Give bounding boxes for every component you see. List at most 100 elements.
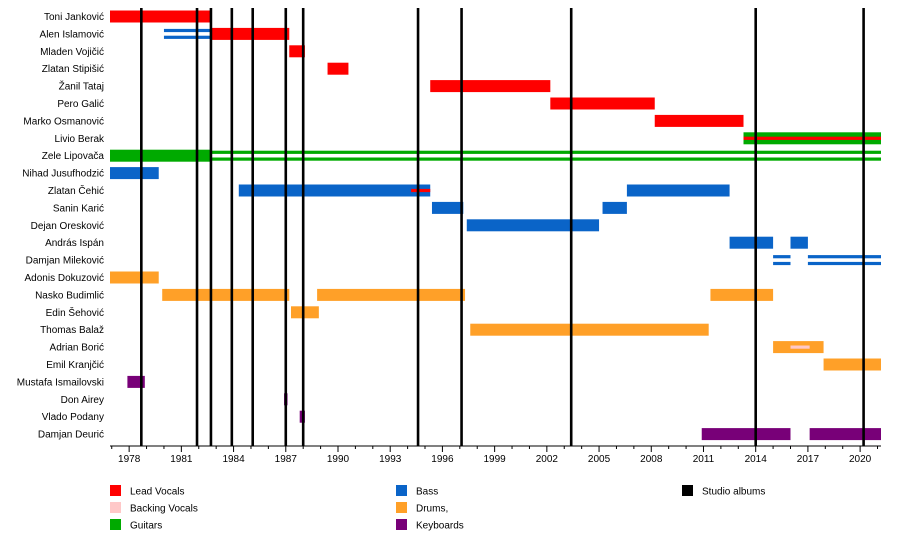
bar-adrian-boric-backing_vocals-30 — [790, 345, 810, 349]
member-label-damjan-deuric: Damjan Deurić — [38, 430, 104, 441]
member-label-marko-osmanovic: Marko Osmanović — [23, 116, 104, 127]
bar-alen-islamovic-lead_vocals-2 — [210, 27, 290, 40]
x-tick-label-2011: 2011 — [693, 454, 715, 465]
member-bars — [110, 10, 881, 441]
legend-item-bass: Bass — [396, 485, 438, 498]
x-tick-label-2014: 2014 — [745, 454, 768, 465]
member-label-andras-ispan: András Ispán — [45, 238, 104, 249]
legend-label-bass: Bass — [416, 487, 438, 498]
x-tick-label-1990: 1990 — [327, 454, 350, 465]
x-tick-label-2008: 2008 — [640, 454, 663, 465]
bar-nasko-budimlic-drums-25 — [317, 288, 466, 301]
bar-zele-lipovaca-guitars-10 — [110, 149, 211, 162]
bar-alen-islamovic-bass-1-upper — [163, 28, 239, 33]
bar-zlatan-cehic-bass-15 — [626, 184, 730, 197]
member-label-dejan-oreskovic: Dejan Oresković — [31, 221, 104, 232]
x-tick-label-2005: 2005 — [588, 454, 611, 465]
legend: Lead Vocals Backing Vocals Guitars Bass Drum… — [110, 485, 765, 532]
bar-marko-osmanovic-lead_vocals-7 — [654, 114, 744, 127]
member-label-toni-jankovic: Toni Janković — [44, 12, 104, 23]
legend-item-drums: Drums, — [396, 502, 448, 515]
bar-sanin-karic-bass-16 — [431, 201, 464, 214]
x-tick-label-1996: 1996 — [431, 454, 454, 465]
member-label-damjan-milekovic: Damjan Mileković — [26, 256, 104, 267]
bar-livio-berak-lead_vocals-9 — [743, 136, 881, 140]
legend-label-keyboards: Keyboards — [416, 521, 464, 532]
member-label-nasko-budimlic: Nasko Budimlić — [35, 290, 104, 301]
x-tick-label-2020: 2020 — [849, 454, 872, 465]
bar-zele-lipovaca-guitars-11 — [210, 150, 881, 161]
bar-mladen-vojicic-lead_vocals-3 — [289, 45, 305, 58]
x-tick-label-1984: 1984 — [222, 454, 245, 465]
x-tick-label-2017: 2017 — [797, 454, 820, 465]
member-label-livio-berak: Livio Berak — [55, 134, 105, 145]
member-label-emil-kranjcic: Emil Kranjčić — [46, 360, 104, 371]
bar-toni-jankovic-lead_vocals-0 — [110, 10, 211, 23]
x-tick-label-1987: 1987 — [275, 454, 298, 465]
bar-zele-lipovaca-guitars-11-lower — [210, 157, 881, 161]
x-tick-label-1993: 1993 — [379, 454, 402, 465]
legend-label-backing-vocals: Backing Vocals — [130, 504, 198, 515]
bar-nasko-budimlic-drums-24 — [162, 288, 290, 301]
bar-alen-islamovic-bass-1-lower — [163, 35, 239, 39]
x-tick-label-1999: 1999 — [484, 454, 507, 465]
legend-swatch-backing-vocals — [110, 502, 121, 513]
x-tick-label-1978: 1978 — [118, 454, 141, 465]
legend-swatch-lead-vocals — [110, 485, 121, 496]
bar-emil-kranjcic-drums-31 — [823, 358, 881, 371]
bar-adonis-dokuzovic-drums-23 — [110, 271, 159, 284]
bar-damjan-milekovic-bass-22 — [807, 255, 881, 266]
member-label-vlado-podany: Vlado Podany — [42, 412, 104, 423]
legend-swatch-drums — [396, 502, 407, 513]
bar-damjan-milekovic-bass-21 — [773, 255, 791, 266]
legend-label-drums: Drums, — [416, 504, 448, 515]
legend-swatch-guitars — [110, 519, 121, 530]
member-label-zele-lipovaca: Zele Lipovača — [42, 151, 105, 162]
studio-album-lines — [140, 8, 865, 446]
legend-item-lead-vocals: Lead Vocals — [110, 485, 185, 498]
member-label-edin-sehovic: Edin Šehović — [46, 306, 104, 319]
legend-label-lead-vocals: Lead Vocals — [130, 487, 185, 498]
bar-zlatan-cehic-lead_vocals-14 — [411, 188, 431, 193]
member-label-nihad-jusufhodzic: Nihad Jusufhodzić — [22, 169, 104, 180]
bar-pero-galic-lead_vocals-6 — [550, 97, 655, 110]
member-label-don-airey: Don Airey — [61, 395, 104, 406]
bar-zlatan-cehic-bass-13 — [238, 184, 431, 197]
member-label-zanil-tataj: Žanil Tataj — [59, 80, 104, 93]
bar-nihad-jusufhodzic-bass-12 — [110, 167, 159, 180]
member-label-adonis-dokuzovic: Adonis Dokuzović — [25, 273, 104, 284]
member-label-alen-islamovic: Alen Islamović — [40, 29, 104, 40]
bar-damjan-deuric-keyboards-36 — [809, 428, 881, 441]
bar-dejan-oreskovic-bass-18 — [466, 219, 600, 232]
bar-damjan-milekovic-bass-22-lower — [807, 261, 881, 266]
bar-damjan-milekovic-bass-22-upper — [807, 255, 881, 259]
bar-nasko-budimlic-drums-26 — [710, 288, 774, 301]
bar-edin-sehovic-drums-27 — [291, 306, 319, 319]
member-label-thomas-balaz: Thomas Balaž — [40, 325, 104, 336]
bar-sanin-karic-bass-17 — [602, 201, 627, 214]
bar-damjan-milekovic-bass-21-lower — [773, 261, 791, 266]
legend-label-studio-albums: Studio albums — [702, 487, 765, 498]
legend-label-guitars: Guitars — [130, 521, 162, 532]
member-label-sanin-karic: Sanin Karić — [53, 203, 104, 214]
member-labels: Toni Janković Alen Islamović Mladen Vojiči… — [17, 12, 105, 441]
member-label-pero-galic: Pero Galić — [57, 99, 104, 110]
legend-item-keyboards: Keyboards — [396, 519, 464, 532]
x-axis: 1978 1981 1984 1987 1990 1993 1996 1999 2002 2005… — [110, 445, 881, 465]
member-label-mustafa-ismailovski: Mustafa Ismailovski — [17, 377, 104, 388]
member-label-adrian-boric: Adrian Borić — [50, 343, 104, 354]
bar-zanil-tataj-lead_vocals-5 — [430, 80, 551, 93]
member-label-zlatan-stipisic: Zlatan Stipišić — [42, 64, 104, 75]
legend-item-guitars: Guitars — [110, 519, 162, 532]
bar-andras-ispan-bass-19 — [729, 236, 774, 249]
bar-thomas-balaz-drums-28 — [470, 323, 709, 336]
bar-zele-lipovaca-guitars-11-upper — [210, 150, 881, 154]
bar-zlatan-stipisic-lead_vocals-4 — [327, 62, 349, 75]
x-tick-label-1981: 1981 — [170, 454, 193, 465]
bar-damjan-deuric-keyboards-35 — [701, 428, 791, 441]
legend-item-studio-albums: Studio albums — [682, 485, 765, 498]
bar-damjan-milekovic-bass-21-upper — [773, 255, 791, 259]
bar-andras-ispan-bass-20 — [790, 236, 808, 249]
member-label-zlatan-cehic: Zlatan Čehić — [48, 184, 104, 197]
